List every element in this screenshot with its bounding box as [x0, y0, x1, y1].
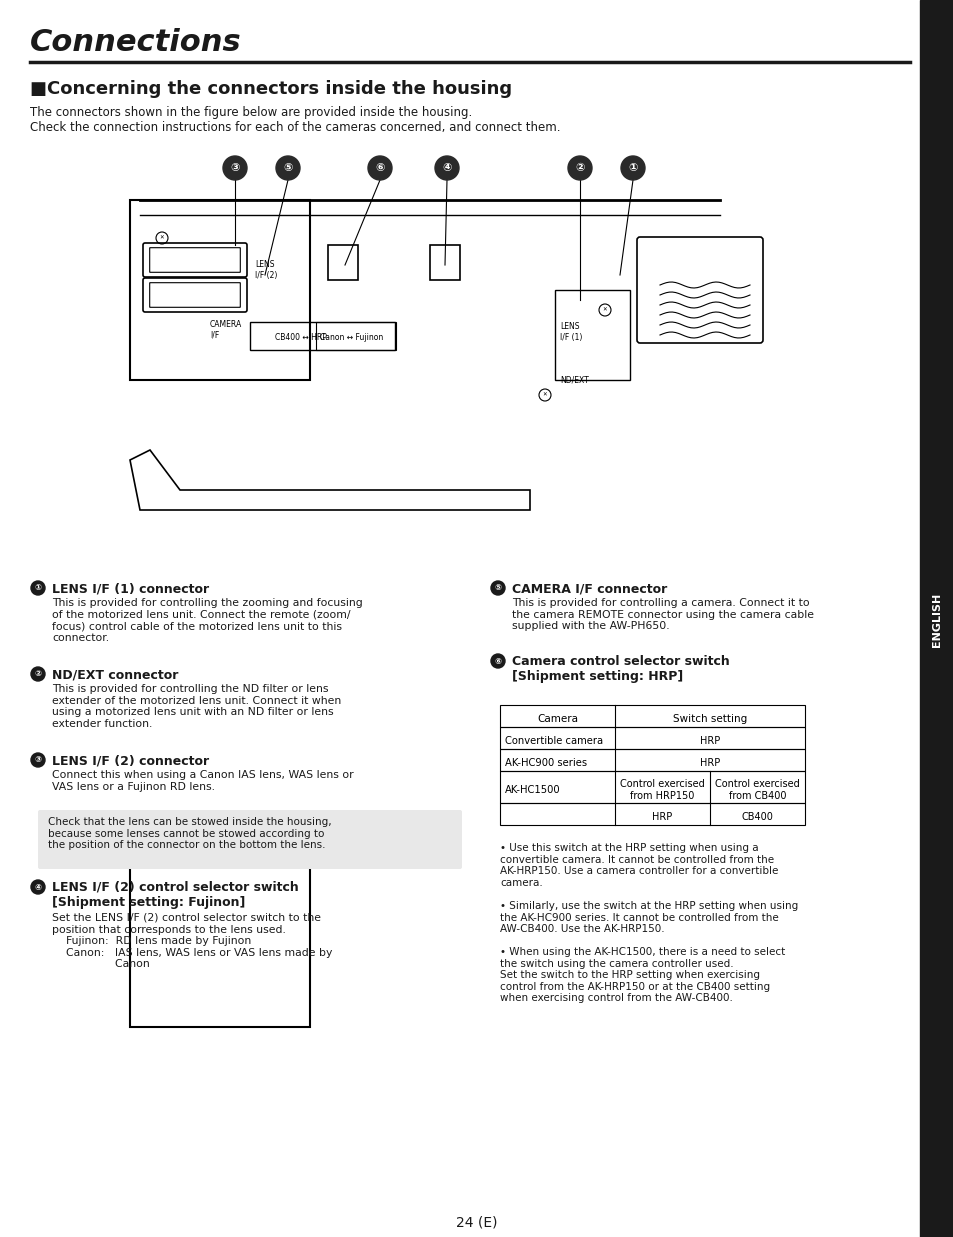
Bar: [499, 727, 804, 748]
Text: ①: ①: [34, 584, 42, 593]
Circle shape: [491, 581, 504, 595]
FancyBboxPatch shape: [38, 810, 461, 870]
Circle shape: [223, 156, 247, 181]
Text: Canon ↔ Fujinon: Canon ↔ Fujinon: [319, 333, 383, 341]
Text: ③: ③: [34, 756, 42, 764]
Text: Camera control selector switch
[Shipment setting: HRP]: Camera control selector switch [Shipment…: [512, 656, 729, 683]
Text: CAMERA
I/F: CAMERA I/F: [210, 320, 242, 340]
Text: CB400: CB400: [740, 811, 773, 823]
Text: • When using the AK-HC1500, there is a need to select
the switch using the camer: • When using the AK-HC1500, there is a n…: [499, 948, 784, 1003]
Text: LENS I/F (2) control selector switch
[Shipment setting: Fujinon]: LENS I/F (2) control selector switch [Sh…: [52, 881, 298, 909]
Text: This is provided for controlling a camera. Connect it to
the camera REMOTE conne: This is provided for controlling a camer…: [512, 597, 813, 631]
Bar: [328, 245, 357, 280]
Text: ①: ①: [628, 163, 637, 173]
Text: ND/EXT: ND/EXT: [559, 376, 588, 385]
Text: ✕: ✕: [602, 308, 607, 313]
Text: Camera: Camera: [537, 714, 578, 724]
Text: CB400 ↔ HRP: CB400 ↔ HRP: [274, 333, 327, 341]
Bar: [315, 322, 395, 350]
Bar: [250, 322, 395, 350]
Text: Check that the lens can be stowed inside the housing,
because some lenses cannot: Check that the lens can be stowed inside…: [48, 816, 332, 850]
Bar: [499, 803, 804, 825]
Text: ENGLISH: ENGLISH: [931, 593, 941, 647]
Text: HRP: HRP: [700, 758, 720, 768]
Bar: [130, 847, 310, 1027]
Text: CAMERA I/F connector: CAMERA I/F connector: [512, 581, 666, 595]
Text: ④: ④: [34, 882, 42, 892]
Circle shape: [275, 156, 299, 181]
Text: ✕: ✕: [159, 235, 164, 240]
Text: ⑤: ⑤: [494, 584, 501, 593]
Text: ✕: ✕: [542, 392, 547, 397]
Text: LENS
I/F (1): LENS I/F (1): [559, 323, 581, 341]
Text: AK-HC900 series: AK-HC900 series: [504, 758, 586, 768]
Circle shape: [491, 654, 504, 668]
Text: ■Concerning the connectors inside the housing: ■Concerning the connectors inside the ho…: [30, 80, 512, 98]
Text: ⑥: ⑥: [375, 163, 384, 173]
Text: ⑤: ⑤: [283, 163, 293, 173]
Text: Control exercised
from HRP150: Control exercised from HRP150: [619, 779, 704, 800]
Text: Connect this when using a Canon IAS lens, WAS lens or
VAS lens or a Fujinon RD l: Connect this when using a Canon IAS lens…: [52, 769, 354, 792]
Text: ③: ③: [230, 163, 239, 173]
Text: HRP: HRP: [700, 736, 720, 746]
Text: • Similarly, use the switch at the HRP setting when using
the AK-HC900 series. I: • Similarly, use the switch at the HRP s…: [499, 901, 798, 934]
Bar: [430, 245, 459, 280]
Text: The connectors shown in the figure below are provided inside the housing.
Check : The connectors shown in the figure below…: [30, 106, 560, 134]
Circle shape: [30, 667, 45, 682]
Bar: [130, 200, 310, 380]
Circle shape: [620, 156, 644, 181]
Text: Connections: Connections: [30, 28, 241, 57]
Text: This is provided for controlling the ND filter or lens
extender of the motorized: This is provided for controlling the ND …: [52, 684, 341, 729]
Text: ②: ②: [575, 163, 584, 173]
Bar: [499, 748, 804, 771]
Text: LENS I/F (1) connector: LENS I/F (1) connector: [52, 581, 209, 595]
Bar: [499, 771, 804, 803]
Circle shape: [30, 880, 45, 894]
Text: • Use this switch at the HRP setting when using a
convertible camera. It cannot : • Use this switch at the HRP setting whe…: [499, 842, 778, 888]
Text: Convertible camera: Convertible camera: [504, 736, 602, 746]
Text: LENS
I/F (2): LENS I/F (2): [254, 260, 277, 280]
Text: Set the LENS I/F (2) control selector switch to the
position that corresponds to: Set the LENS I/F (2) control selector sw…: [52, 913, 332, 970]
Text: ⑥: ⑥: [494, 657, 501, 666]
Circle shape: [368, 156, 392, 181]
Text: Control exercised
from CB400: Control exercised from CB400: [715, 779, 799, 800]
Text: 24 (E): 24 (E): [456, 1215, 497, 1230]
Bar: [499, 705, 804, 727]
Text: HRP: HRP: [652, 811, 672, 823]
Text: ④: ④: [442, 163, 451, 173]
Bar: [555, 289, 629, 380]
Circle shape: [30, 753, 45, 767]
Text: AK-HC1500: AK-HC1500: [504, 785, 560, 795]
Text: LENS I/F (2) connector: LENS I/F (2) connector: [52, 755, 209, 767]
Text: ②: ②: [34, 669, 42, 679]
Text: ND/EXT connector: ND/EXT connector: [52, 668, 178, 682]
Text: Switch setting: Switch setting: [672, 714, 746, 724]
Text: This is provided for controlling the zooming and focusing
of the motorized lens : This is provided for controlling the zoo…: [52, 597, 362, 643]
Bar: [919, 0, 953, 1237]
Circle shape: [435, 156, 458, 181]
Circle shape: [30, 581, 45, 595]
Circle shape: [567, 156, 592, 181]
